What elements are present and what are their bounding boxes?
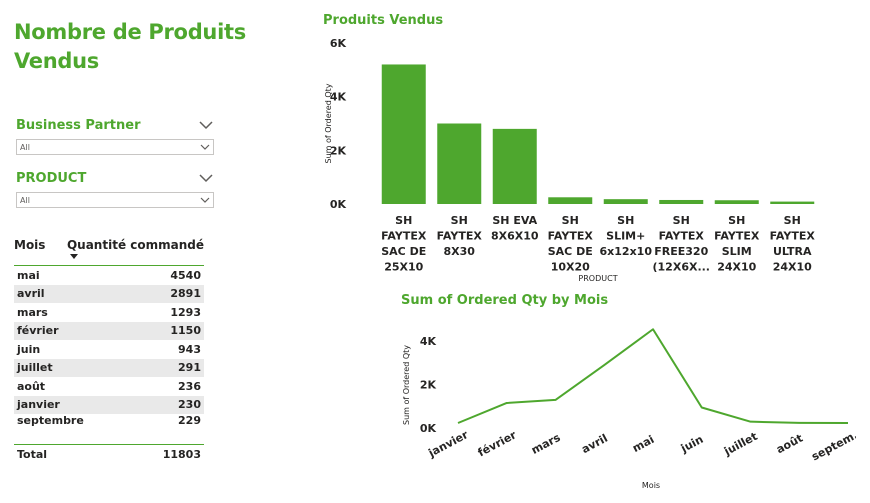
qty-cell: 4540: [170, 268, 201, 282]
month-cell: mars: [17, 305, 48, 319]
table-row: juin 943: [14, 340, 204, 359]
qty-cell: 236: [178, 379, 201, 393]
column-header-mois[interactable]: Mois: [14, 238, 46, 252]
x-tick-label: SH EVA 8X6X10: [491, 214, 539, 243]
chevron-down-icon: [200, 144, 210, 150]
table-row: mai 4540: [14, 266, 204, 285]
chevron-down-icon[interactable]: [198, 172, 214, 184]
month-cell: janvier: [17, 398, 60, 412]
series-line[interactable]: [457, 328, 849, 425]
x-tick-label: SH FAYTEX SLIM 24X10: [714, 214, 760, 274]
month-cell: mai: [17, 268, 40, 282]
slicer-value: All: [20, 143, 30, 152]
slicer-dropdown[interactable]: All: [16, 192, 214, 208]
y-tick-label: 4K: [330, 91, 347, 104]
product-slicer[interactable]: PRODUCT All: [16, 167, 214, 208]
x-tick-label: mars: [529, 431, 563, 457]
x-tick-label: SH FAYTEX FREE320 (12X6X...: [653, 214, 711, 274]
x-axis-label: PRODUCT: [578, 274, 617, 283]
bar[interactable]: [714, 200, 759, 204]
y-tick-label: 4K: [420, 335, 437, 348]
chevron-down-icon[interactable]: [198, 119, 214, 131]
x-tick-label: juin: [678, 433, 705, 456]
bar[interactable]: [548, 197, 593, 204]
y-tick-label: 6K: [330, 37, 347, 50]
x-axis-label: Mois: [642, 481, 660, 490]
bar-chart-title: Produits Vendus: [323, 13, 444, 28]
x-tick-label: SH FAYTEX SAC DE 10X20: [548, 214, 594, 274]
qty-cell: 943: [178, 342, 201, 356]
slicer-title: PRODUCT: [16, 170, 87, 186]
x-tick-label: SH SLIM+ 6x12x10: [600, 214, 653, 258]
sort-descending-icon: [70, 254, 78, 259]
chevron-down-icon: [200, 197, 210, 203]
line-chart-title: Sum of Ordered Qty by Mois: [401, 293, 609, 308]
table-row: avril 2891: [14, 284, 204, 303]
column-header-quantity[interactable]: Quantité commandé: [66, 238, 204, 252]
bar[interactable]: [381, 64, 426, 204]
x-tick-label: février: [476, 428, 519, 459]
x-tick-label: SH FAYTEX ULTRA 24X10: [770, 214, 816, 274]
page-title: Nombre de Produits Vendus: [14, 20, 246, 73]
table-row: février 1150: [14, 321, 204, 340]
table-row: juillet 291: [14, 358, 204, 377]
x-tick-label: août: [774, 432, 805, 457]
y-tick-label: 2K: [420, 379, 437, 392]
bar[interactable]: [437, 123, 482, 205]
y-tick-label: 2K: [330, 144, 347, 157]
month-cell: février: [17, 324, 59, 338]
bar[interactable]: [659, 199, 704, 204]
y-tick-label: 0K: [330, 198, 347, 211]
qty-cell: 1293: [170, 305, 201, 319]
month-cell: septembre: [17, 414, 84, 427]
slicer-title: Business Partner: [16, 117, 141, 133]
qty-cell: 2891: [170, 287, 201, 301]
business-partner-slicer[interactable]: Business Partner All: [16, 114, 214, 155]
y-axis-label: Sum of Ordered Qty: [324, 83, 333, 163]
qty-cell: 230: [178, 398, 201, 412]
qty-cell: 291: [178, 361, 201, 375]
slicer-dropdown[interactable]: All: [16, 139, 214, 155]
qty-cell: 1150: [170, 324, 201, 338]
x-tick-label: avril: [579, 432, 609, 456]
month-cell: juin: [17, 342, 41, 356]
slicer-value: All: [20, 196, 30, 205]
month-cell: juillet: [17, 361, 53, 375]
x-tick-label: SH FAYTEX SAC DE 25X10: [381, 214, 427, 274]
qty-cell: 229: [178, 414, 201, 427]
x-tick-label: mai: [630, 433, 656, 455]
bar[interactable]: [770, 201, 815, 204]
total-value: 11803: [162, 448, 201, 461]
bar[interactable]: [492, 128, 537, 204]
total-label: Total: [17, 448, 48, 461]
month-quantity-table: Mois Quantité commandé mai 4540 avril 2891…: [14, 238, 204, 464]
table-row: janvier 230: [14, 395, 204, 414]
y-tick-label: 0K: [420, 422, 437, 435]
month-cell: avril: [17, 287, 45, 301]
products-bar-chart[interactable]: 0K 2K 4K 6K Sum of Ordered Qty SH FAYTEX SAC DE…: [318, 32, 818, 287]
x-tick-label: SH FAYTEX 8X30: [437, 214, 483, 258]
x-tick-label: juillet: [721, 430, 759, 459]
month-cell: août: [17, 379, 46, 393]
table-row: septembre 229: [14, 414, 204, 442]
x-tick-label: septem...: [809, 424, 856, 463]
table-row: mars 1293: [14, 303, 204, 322]
bar[interactable]: [603, 199, 648, 204]
y-axis-label: Sum of Ordered Qty: [402, 345, 411, 425]
table-row: août 236: [14, 377, 204, 396]
table-total-row: Total 11803: [14, 444, 204, 464]
